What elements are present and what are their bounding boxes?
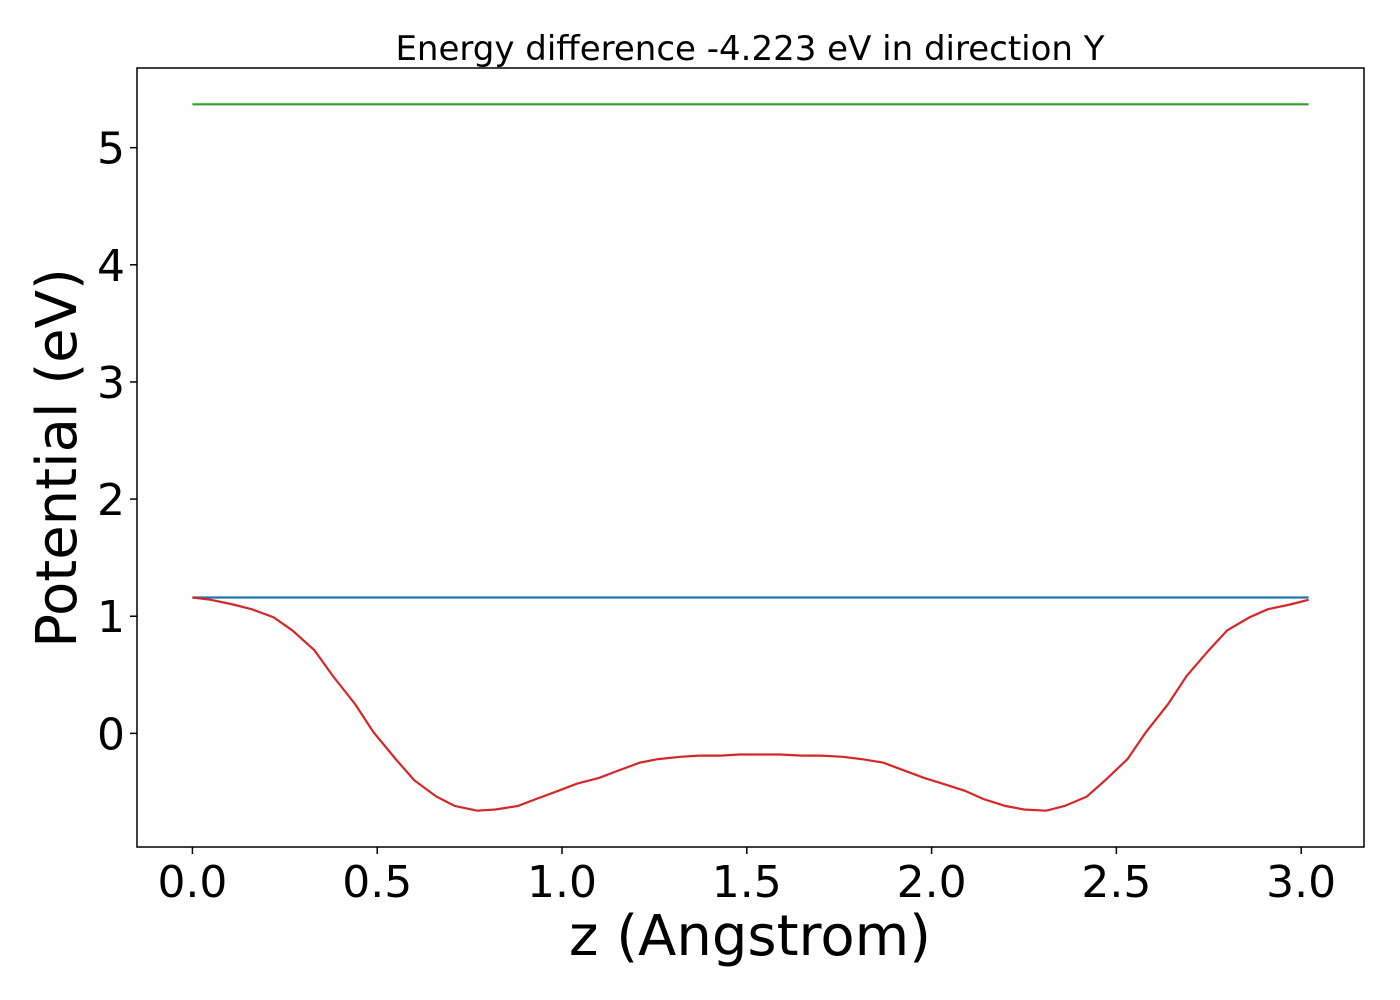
chart-title: Energy difference -4.223 eV in direction…: [395, 29, 1104, 69]
y-tick-label: 0: [97, 709, 125, 760]
y-tick-label: 5: [97, 124, 125, 175]
y-tick-label: 3: [97, 358, 125, 409]
series-layer: [192, 103, 1309, 812]
x-axis: 0.0 0.5 1.0 1.5 2.0 2.5 3.0: [157, 847, 1336, 908]
x-tick-label: 0.5: [342, 857, 412, 908]
series-line-2: [192, 596, 1309, 812]
x-tick-label: 1.0: [527, 857, 597, 908]
x-tick-label: 0.0: [157, 857, 227, 908]
y-axis: 0 1 2 3 4 5: [97, 124, 137, 760]
x-tick-label: 2.5: [1081, 857, 1151, 908]
x-tick-label: 3.0: [1266, 857, 1336, 908]
y-tick-label: 1: [97, 592, 125, 643]
plot-frame: [136, 67, 1365, 848]
x-tick-label: 1.5: [712, 857, 782, 908]
y-tick-label: 4: [97, 241, 125, 292]
y-axis-label: Potential (eV): [25, 268, 90, 648]
y-tick-label: 2: [97, 475, 125, 526]
x-axis-label: z (Angstrom): [569, 904, 931, 969]
x-tick-label: 2.0: [897, 857, 967, 908]
